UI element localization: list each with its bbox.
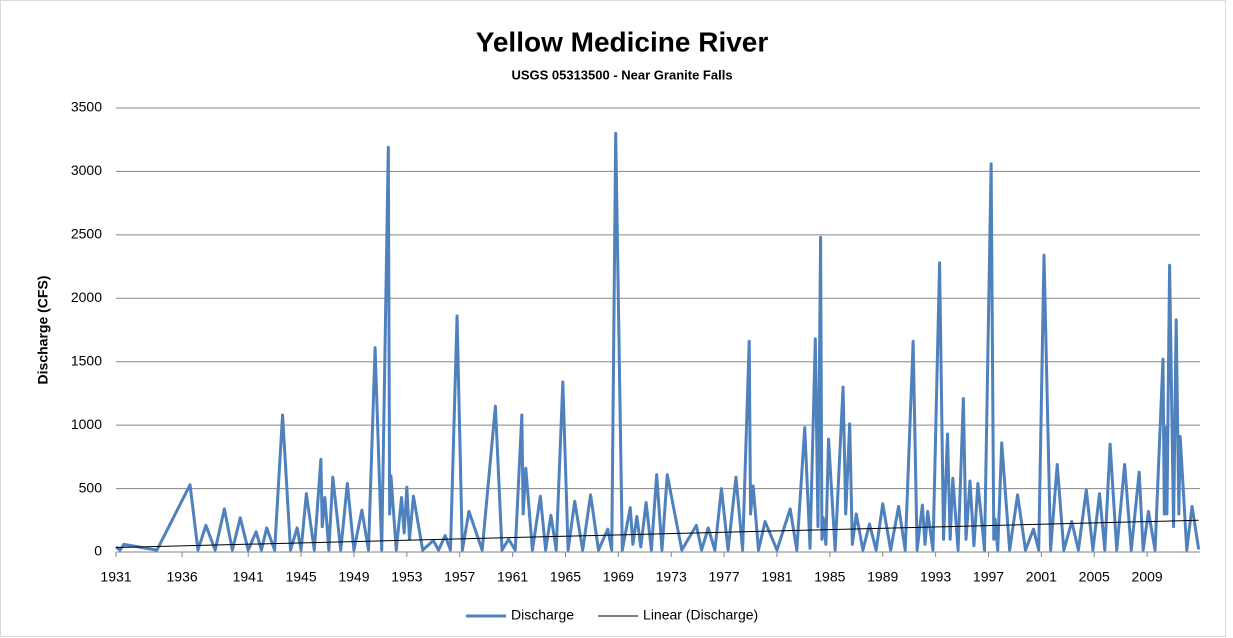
x-tick-label: 1985 (814, 569, 845, 585)
chart-title: Yellow Medicine River (476, 26, 769, 57)
x-tick-label: 1949 (338, 569, 369, 585)
x-tick-label: 1981 (761, 569, 792, 585)
x-tick-label: 1945 (285, 569, 316, 585)
x-tick-label: 1957 (444, 569, 475, 585)
legend-label: Discharge (511, 607, 574, 623)
y-tick-label: 0 (94, 543, 102, 559)
x-tick-label: 2009 (1132, 569, 1163, 585)
y-tick-label: 1500 (71, 352, 102, 368)
x-tick-label: 1931 (100, 569, 131, 585)
x-tick-label: 1989 (867, 569, 898, 585)
y-tick-label: 1000 (71, 416, 102, 432)
x-tick-label: 1969 (603, 569, 634, 585)
x-tick-label: 1953 (391, 569, 422, 585)
y-tick-label: 2000 (71, 289, 102, 305)
x-tick-label: 2005 (1079, 569, 1110, 585)
chart-subtitle: USGS 05313500 - Near Granite Falls (511, 67, 732, 82)
y-tick-label: 3000 (71, 162, 102, 178)
trend-line (115, 519, 1199, 549)
data-line (115, 131, 1201, 552)
x-tick-label: 1941 (233, 569, 264, 585)
x-tick-label: 2001 (1026, 569, 1057, 585)
y-tick-label: 3500 (71, 99, 102, 115)
x-tick-label: 1965 (550, 569, 581, 585)
y-tick-label: 2500 (71, 226, 102, 242)
x-tick-label: 1977 (709, 569, 740, 585)
legend-label: Linear (Discharge) (643, 607, 758, 623)
x-tick-label: 1973 (656, 569, 687, 585)
y-axis-label: Discharge (CFS) (35, 276, 51, 385)
x-tick-label: 1993 (920, 569, 951, 585)
x-tick-label: 1997 (973, 569, 1004, 585)
x-tick-label: 1936 (167, 569, 198, 585)
y-tick-label: 500 (79, 479, 103, 495)
x-tick-label: 1961 (497, 569, 528, 585)
